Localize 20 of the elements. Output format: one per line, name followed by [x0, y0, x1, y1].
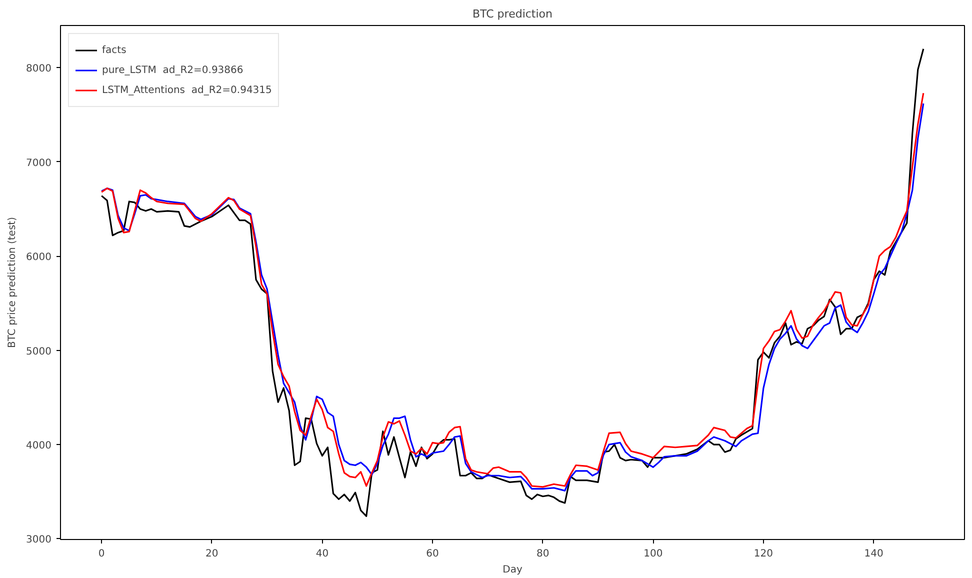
x-tick-label: 140 — [864, 548, 884, 560]
legend-label: facts — [102, 44, 126, 56]
x-tick-label: 0 — [98, 548, 105, 560]
y-tick-label: 3000 — [26, 534, 52, 546]
x-tick-label: 80 — [536, 548, 550, 560]
y-tick-label: 7000 — [26, 158, 52, 169]
x-tick-label: 20 — [206, 548, 218, 560]
y-tick-label: 8000 — [26, 64, 52, 75]
x-tick-label: 40 — [316, 548, 329, 560]
x-tick-label: 60 — [426, 548, 439, 560]
y-tick-label: 5000 — [26, 346, 52, 358]
y-tick-label: 6000 — [26, 252, 52, 264]
legend-label: LSTM_Attentions ad_R2=0.94315 — [102, 84, 272, 96]
chart-title: BTC prediction — [472, 8, 553, 20]
legend-label: pure_LSTM ad_R2=0.93866 — [102, 64, 244, 76]
y-tick-label: 4000 — [26, 440, 52, 452]
x-tick-label: 100 — [644, 548, 663, 560]
x-tick-label: 120 — [754, 548, 774, 560]
y-axis-title: BTC price prediction (test) — [7, 216, 18, 348]
x-axis-title: Day — [502, 564, 522, 576]
